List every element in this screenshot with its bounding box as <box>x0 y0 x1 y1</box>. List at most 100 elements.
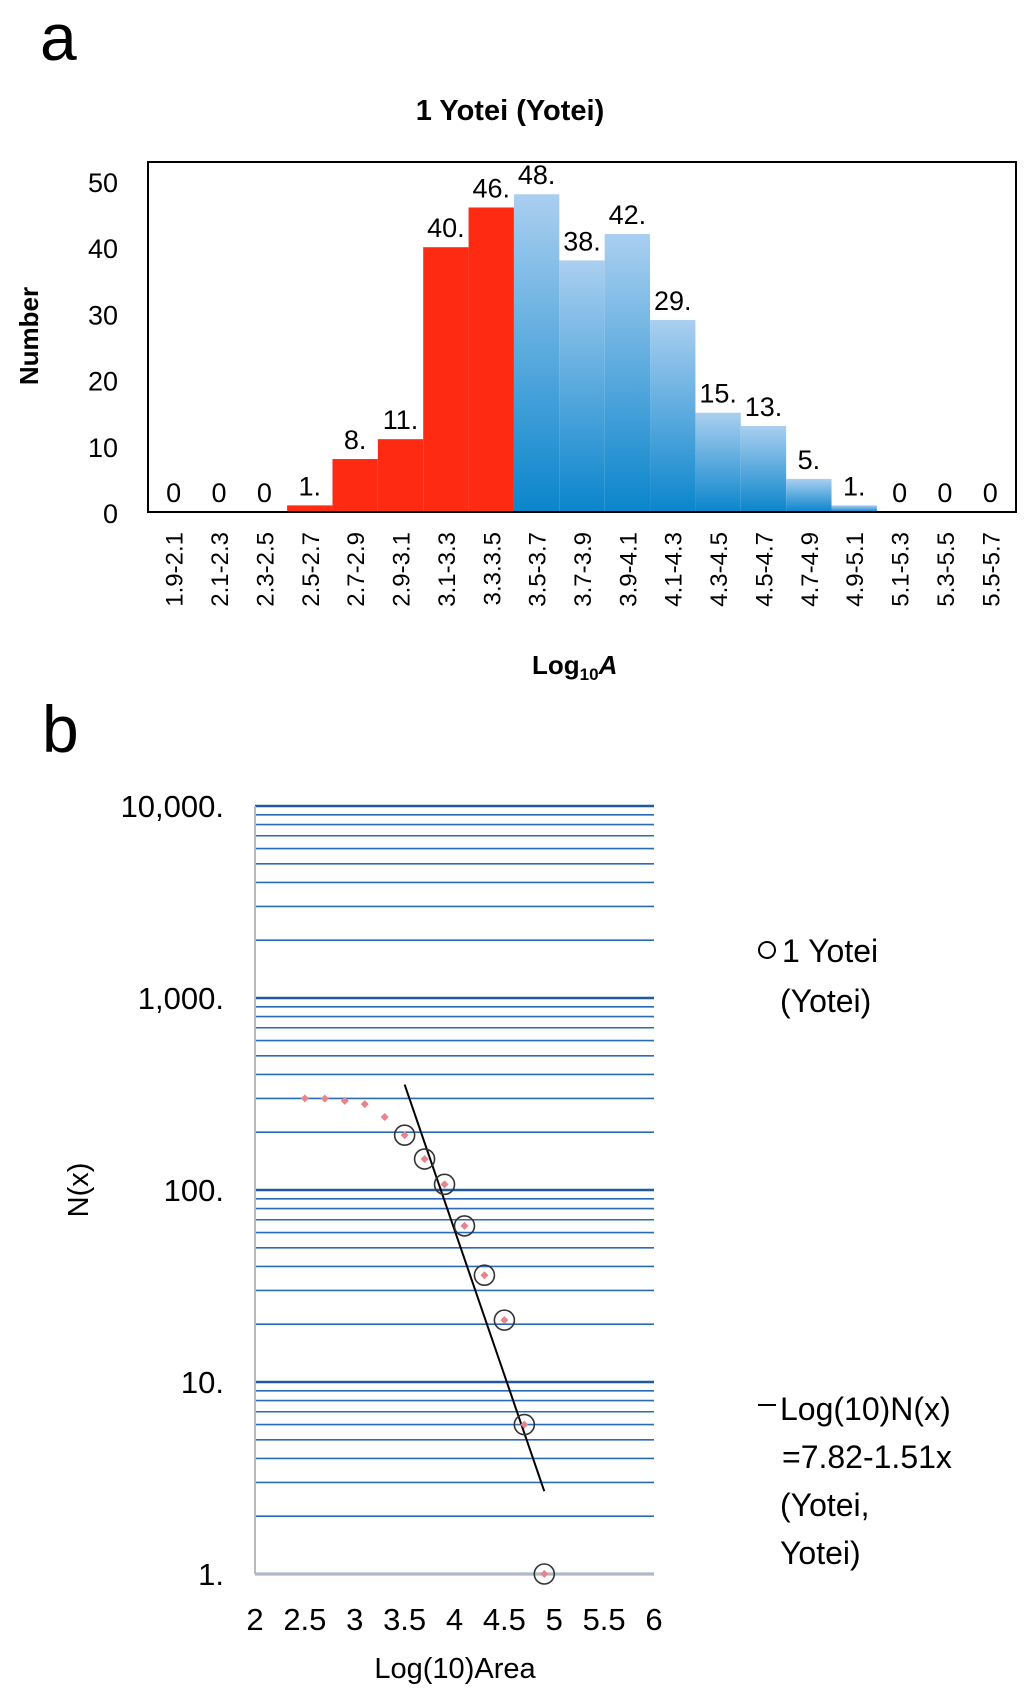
chart-a-value-label: 46. <box>472 173 510 203</box>
chart-a-x-tick-label: 2.3-2.5 <box>252 532 279 607</box>
chart-a-x-tick-label: 3.9-4.1 <box>615 532 642 607</box>
legend-line-label-line3: (Yotei, <box>780 1487 870 1523</box>
chart-a-y-tick-label: 20 <box>88 367 118 397</box>
legend-line-label-line1: Log(10)N(x) <box>780 1391 951 1427</box>
chart-b-x-tick-label: 5 <box>546 1602 563 1637</box>
chart-a-bar <box>377 439 424 512</box>
chart-a-value-label: 13. <box>745 392 783 422</box>
chart-a-value-label: 1. <box>299 471 322 501</box>
chart-a-value-label: 0 <box>212 478 227 508</box>
chart-a-value-label: 0 <box>937 478 952 508</box>
chart-b-circle-marker <box>493 1309 516 1331</box>
chart-b-circle-marker <box>393 1124 416 1146</box>
chart-a-x-label-main: Log <box>532 650 580 680</box>
chart-b-point <box>540 1570 549 1578</box>
chart-a-value-label: 0 <box>257 478 272 508</box>
chart-a-title: 1 Yotei (Yotei) <box>416 95 605 127</box>
panel-b: b 1. 10. 100. 1,000. 10,000. 2 2.5 3 3.5 4 4.5 5 5.… <box>42 692 952 1685</box>
chart-b-point <box>440 1180 449 1189</box>
chart-a-bar <box>513 194 560 513</box>
chart-a-bar <box>695 412 741 512</box>
chart-b-y-label: N(x) <box>63 1163 95 1218</box>
chart-a-value-label: 48. <box>518 160 556 190</box>
chart-a-plot-border <box>147 161 1017 513</box>
chart-b-point <box>320 1094 329 1103</box>
chart-a-bar <box>740 425 787 512</box>
legend-circle-label-line2: (Yotei) <box>780 983 871 1019</box>
chart-a-bar <box>468 207 514 513</box>
chart-b-x-tick-label: 6 <box>645 1602 662 1637</box>
chart-b-point <box>460 1221 469 1230</box>
chart-b-circle-markers <box>393 1124 556 1585</box>
chart-a-value-label: 1. <box>843 471 866 501</box>
chart-b-point <box>480 1271 489 1280</box>
chart-b-x-tick-label: 3 <box>346 1602 363 1637</box>
chart-a-value-labels: 0 0 0 1.8.11.40.46. 48.38.42.29.15. 13.5.1. 0 0… <box>166 160 998 508</box>
chart-b-x-tick-label: 2.5 <box>283 1602 326 1637</box>
chart-b-x-ticks: 2 2.5 3 3.5 4 4.5 5 5.5 6 <box>246 1602 662 1637</box>
chart-b-x-tick-label: 2 <box>246 1602 263 1637</box>
chart-a-bar <box>604 233 651 512</box>
panel-b-letter: b <box>42 692 79 766</box>
chart-a-bars <box>287 194 877 513</box>
chart-a-x-ticks: 1.9-2.1 2.1-2.3 2.3-2.5 2.5-2.7 2.7-2.9 2.9-3… <box>162 532 1006 607</box>
chart-a-y-tick-label: 10 <box>88 433 118 463</box>
chart-a-x-tick-label: 5.3-5.5 <box>933 532 960 607</box>
chart-b-x-tick-label: 3.5 <box>383 1602 426 1637</box>
chart-a-x-tick-label: 4.7-4.9 <box>797 532 824 607</box>
chart-b-y-tick-label: 1. <box>198 1557 224 1592</box>
chart-a-x-tick-label: 3.1-3.3 <box>434 532 461 607</box>
chart-a-x-tick-label: 5.1-5.3 <box>888 532 915 607</box>
chart-b-y-tick-label: 100. <box>164 1173 224 1208</box>
chart-a-x-tick-label: 1.9-2.1 <box>162 532 189 607</box>
chart-a-value-label: 29. <box>654 286 692 316</box>
chart-a-x-label-sub: 10 <box>580 665 599 684</box>
chart-b-point <box>380 1112 389 1121</box>
legend-line-label-line2: =7.82-1.51x <box>782 1439 952 1475</box>
chart-a-value-label: 8. <box>344 425 367 455</box>
chart-a-bar <box>786 478 832 512</box>
chart-a-bar <box>650 320 696 512</box>
chart-b-point <box>420 1155 429 1164</box>
chart-a-value-label: 5. <box>798 445 821 475</box>
chart-a-x-tick-label: 5.5-5.7 <box>978 532 1005 607</box>
chart-a-bar <box>287 505 333 512</box>
chart-b-y-tick-label: 1,000. <box>138 981 224 1016</box>
chart-a-y-tick-label: 40 <box>88 234 118 264</box>
legend-circle-marker <box>758 941 776 959</box>
panel-a-letter: a <box>40 0 77 74</box>
chart-b-y-tick-label: 10,000. <box>121 789 224 824</box>
chart-b-y-ticks: 1. 10. 100. 1,000. 10,000. <box>121 789 224 1592</box>
chart-a-x-tick-label: 3.3.3.5 <box>479 532 506 605</box>
chart-a-x-tick-label: 2.9-3.1 <box>389 532 416 607</box>
chart-a-value-label: 40. <box>427 213 465 243</box>
chart-a-y-tick-label: 0 <box>103 499 118 529</box>
chart-a-value-label: 42. <box>609 200 647 230</box>
chart-b-point <box>500 1316 509 1325</box>
chart-b-circle-marker <box>473 1264 496 1286</box>
chart-b-fit-line <box>403 1084 546 1492</box>
chart-b-circle-marker <box>453 1215 476 1237</box>
chart-a-y-ticks: 0 10 20 30 40 50 <box>88 168 118 529</box>
chart-a-x-tick-label: 3.7-3.9 <box>570 532 597 607</box>
chart-b-x-tick-label: 4 <box>446 1602 463 1637</box>
chart-b-circle-marker <box>533 1563 556 1585</box>
chart-a-x-tick-label: 4.3-4.5 <box>706 532 733 607</box>
chart-b-x-tick-label: 4.5 <box>483 1602 526 1637</box>
chart-a-x-tick-label: 4.9-5.1 <box>842 532 869 607</box>
legend-circle-label-line1: 1 Yotei <box>782 933 878 969</box>
chart-b-point <box>340 1096 349 1105</box>
chart-a-value-label: 11. <box>383 405 419 435</box>
chart-a-x-tick-label: 2.1-2.3 <box>207 532 234 607</box>
chart-a-value-label: 0 <box>166 478 181 508</box>
chart-a-bar <box>332 459 378 512</box>
chart-a-x-label: Log10A <box>532 650 617 684</box>
chart-a-y-label: Number <box>14 287 44 385</box>
chart-a-x-tick-label: 4.1-4.3 <box>661 532 688 607</box>
chart-b-point <box>400 1131 409 1140</box>
chart-a-x-tick-label: 2.5-2.7 <box>298 532 325 607</box>
chart-a-value-label: 38. <box>563 226 601 256</box>
chart-b-circle-marker <box>413 1148 436 1170</box>
chart-a-x-label-var: A <box>598 650 618 680</box>
